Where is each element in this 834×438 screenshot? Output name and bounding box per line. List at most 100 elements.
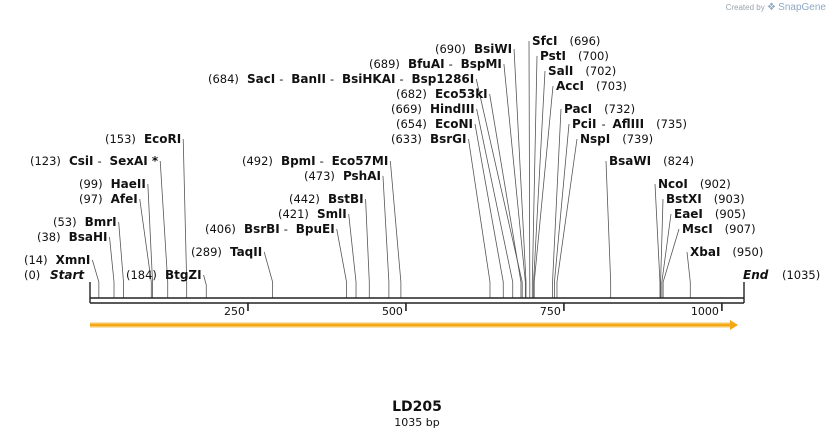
site-position: (696) bbox=[569, 34, 600, 48]
enzyme-label-csii: CsiI bbox=[69, 154, 94, 168]
site-connector-line bbox=[513, 48, 527, 298]
site-position: (739) bbox=[622, 132, 653, 146]
dna-backbone: 250 500 750 1000 bbox=[89, 282, 745, 318]
enzyme-label-eco53ki: Eco53kI bbox=[435, 87, 488, 101]
site-position: (735) bbox=[656, 117, 687, 131]
watermark-brand: SnapGene bbox=[778, 2, 826, 13]
label-separator: - bbox=[399, 72, 403, 86]
site-connector-line bbox=[336, 228, 347, 298]
site-connector-line bbox=[552, 108, 562, 298]
site-connector-line bbox=[476, 108, 514, 298]
site-position: (184) bbox=[126, 268, 157, 282]
site-position: (732) bbox=[604, 102, 635, 116]
enzyme-label-bsihkai: BsiHKAI bbox=[342, 72, 396, 86]
enzyme-label-bsiwi: BsiWI bbox=[474, 42, 512, 56]
end-position: (1035) bbox=[782, 268, 820, 282]
site-position: (289) bbox=[191, 245, 222, 259]
ruler-tick-label: 1000 bbox=[691, 305, 719, 318]
enzyme-label-eaei: EaeI bbox=[674, 207, 703, 221]
enzyme-label-bsrgi: BsrGI bbox=[430, 132, 467, 146]
site-connector-line bbox=[118, 221, 124, 298]
end-label: End bbox=[743, 268, 769, 282]
snapgene-logo-icon: ❖ bbox=[766, 2, 776, 13]
enzyme-label-afliii: AflIII bbox=[613, 117, 645, 131]
ruler-tick-label: 750 bbox=[540, 305, 561, 318]
enzyme-label-sexai: SexAI * bbox=[109, 154, 158, 168]
label-separator: - bbox=[97, 154, 101, 168]
site-connector-line bbox=[348, 213, 357, 298]
site-position: (702) bbox=[585, 64, 616, 78]
enzyme-label-taqii: TaqII bbox=[230, 245, 262, 259]
site-connector-line bbox=[91, 259, 100, 298]
enzyme-label-ecori: EcoRI bbox=[144, 132, 181, 146]
site-connector-line bbox=[533, 70, 546, 298]
enzyme-label-psti: PstI bbox=[540, 49, 566, 63]
enzyme-label-hindiii: HindIII bbox=[430, 102, 475, 116]
site-connector-line bbox=[533, 85, 554, 298]
site-position: (406) bbox=[205, 222, 236, 236]
enzyme-label-haeii: HaeII bbox=[111, 177, 146, 191]
site-position: (907) bbox=[725, 222, 756, 236]
site-position: (700) bbox=[578, 49, 609, 63]
site-position: (421) bbox=[278, 207, 309, 221]
enzyme-label-banii: BanII bbox=[291, 72, 326, 86]
site-connector-line bbox=[382, 175, 390, 298]
enzyme-label-bspmi: BspMI bbox=[461, 57, 502, 71]
site-connector-line bbox=[474, 123, 504, 298]
enzyme-label-eco57mi: Eco57MI bbox=[332, 154, 389, 168]
site-position: (824) bbox=[663, 154, 694, 168]
snapgene-watermark: Created by ❖ SnapGene bbox=[726, 2, 826, 13]
enzyme-label-pshai: PshAI bbox=[343, 169, 381, 183]
site-connector-line bbox=[503, 63, 526, 298]
site-connector-line bbox=[556, 138, 578, 298]
site-position: (153) bbox=[105, 132, 136, 146]
enzyme-label-bfuai: BfuAI bbox=[408, 57, 445, 71]
site-position: (123) bbox=[30, 154, 61, 168]
enzyme-label-xmni: XmnI bbox=[56, 253, 91, 267]
site-position: (633) bbox=[391, 132, 422, 146]
site-position: (950) bbox=[732, 245, 763, 259]
watermark-text: Created by bbox=[725, 3, 765, 12]
site-connector-line bbox=[661, 213, 672, 298]
label-separator: - bbox=[320, 154, 324, 168]
enzyme-label-ncoi: NcoI bbox=[658, 177, 688, 191]
site-position: (903) bbox=[714, 192, 745, 206]
site-position: (99) bbox=[79, 177, 103, 191]
site-connector-line bbox=[263, 251, 274, 298]
site-connector-line bbox=[662, 228, 680, 298]
site-position: (684) bbox=[208, 72, 239, 86]
site-connector-line bbox=[531, 55, 538, 298]
label-separator: - bbox=[449, 57, 453, 71]
label-separator: - bbox=[284, 222, 288, 236]
enzyme-label-bpmi: BpmI bbox=[281, 154, 316, 168]
site-position: (902) bbox=[700, 177, 731, 191]
site-connector-line bbox=[109, 236, 115, 298]
enzyme-label-bsawi: BsaWI bbox=[609, 154, 651, 168]
site-connector-line bbox=[139, 198, 152, 298]
site-connector-line bbox=[654, 183, 661, 298]
site-connector-line bbox=[365, 198, 370, 298]
label-separator: - bbox=[279, 72, 283, 86]
start-position: (0) bbox=[24, 268, 40, 282]
enzyme-label-saci: SacI bbox=[247, 72, 275, 86]
site-position: (689) bbox=[369, 57, 400, 71]
site-connector-line bbox=[686, 251, 691, 298]
site-connector-line bbox=[147, 183, 153, 298]
site-position: (905) bbox=[715, 207, 746, 221]
plasmid-name: LD205 bbox=[392, 399, 442, 415]
enzyme-label-bmri: BmrI bbox=[85, 215, 117, 229]
site-connector-line bbox=[475, 78, 523, 298]
site-connector-line bbox=[468, 138, 491, 298]
enzyme-label-bsahi: BsaHI bbox=[69, 230, 108, 244]
enzyme-label-xbai: XbaI bbox=[690, 245, 720, 259]
site-position: (682) bbox=[396, 87, 427, 101]
site-position: (669) bbox=[391, 102, 422, 116]
enzyme-label-acci: AccI bbox=[556, 79, 584, 93]
feature-arrow[interactable] bbox=[90, 320, 738, 330]
enzyme-label-bsp1286i: Bsp1286I bbox=[411, 72, 474, 86]
start-label: Start bbox=[50, 268, 85, 282]
enzyme-label-sfci: SfcI bbox=[532, 34, 557, 48]
ruler-tick-label: 250 bbox=[224, 305, 245, 318]
enzyme-label-smli: SmlI bbox=[317, 207, 347, 221]
